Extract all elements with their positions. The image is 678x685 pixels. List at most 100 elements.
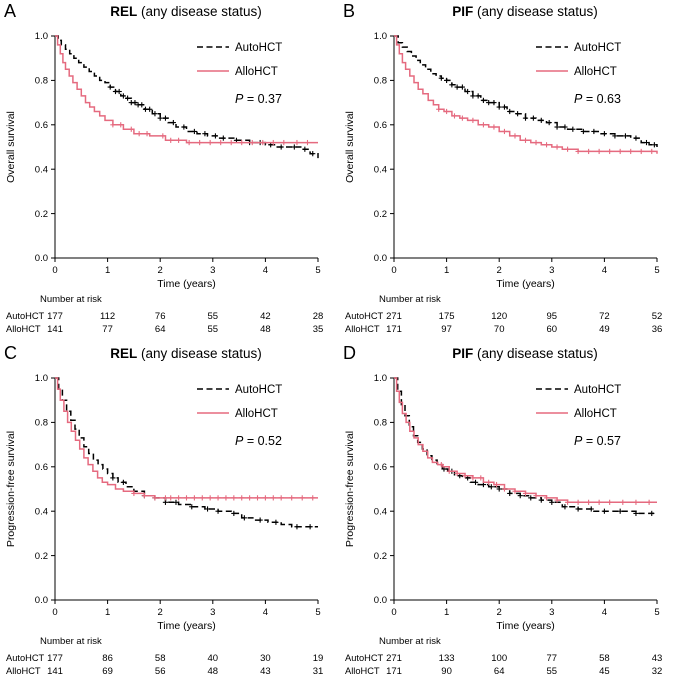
y-axis-label: Progression-free survival: [5, 431, 17, 547]
risk-row-label-autohct: AutoHCT: [345, 653, 384, 663]
autohct-censor-marks: [107, 84, 316, 157]
risk-value-allohct-t3: 55: [547, 666, 558, 677]
risk-value-allohct-t3: 55: [208, 324, 219, 335]
y-tick-label: 1.0: [374, 31, 387, 42]
risk-value-allohct-t4: 49: [599, 324, 610, 335]
p-value: P = 0.37: [235, 92, 282, 106]
x-tick-label: 0: [391, 607, 396, 618]
panel-letter: D: [343, 343, 356, 363]
risk-value-allohct-t1: 77: [102, 324, 113, 335]
risk-value-allohct-t0: 141: [47, 324, 63, 335]
x-tick-label: 5: [315, 265, 320, 276]
panel-letter: C: [4, 343, 17, 363]
risk-row-label-allohct: AlloHCT: [345, 666, 380, 676]
y-tick-label: 0.4: [35, 506, 48, 517]
risk-value-autohct-t0: 177: [47, 311, 63, 322]
y-tick-label: 0.8: [374, 76, 387, 87]
number-at-risk-label: Number at risk: [379, 294, 441, 305]
legend-autohct-label: AutoHCT: [235, 384, 282, 396]
risk-value-allohct-t2: 70: [494, 324, 505, 335]
risk-value-autohct-t4: 72: [599, 311, 610, 322]
risk-value-allohct-t0: 171: [386, 666, 402, 677]
risk-value-allohct-t5: 36: [652, 324, 663, 335]
p-value: P = 0.63: [574, 92, 621, 106]
autohct-censor-marks: [441, 466, 655, 517]
risk-value-allohct-t4: 45: [599, 666, 610, 677]
risk-value-autohct-t0: 271: [386, 653, 402, 664]
y-tick-label: 0.0: [374, 595, 387, 606]
risk-value-autohct-t5: 52: [652, 311, 663, 322]
y-axis-label: Overall survival: [344, 111, 356, 183]
x-tick-label: 1: [444, 265, 449, 276]
x-axis-label: Time (years): [496, 278, 555, 290]
risk-value-allohct-t3: 48: [208, 666, 219, 677]
y-tick-label: 0.2: [374, 209, 387, 220]
y-tick-label: 1.0: [35, 373, 48, 384]
y-tick-label: 0.6: [35, 462, 48, 473]
allohct-censor-marks: [438, 461, 652, 505]
risk-value-allohct-t1: 97: [441, 324, 452, 335]
y-tick-label: 0.0: [374, 253, 387, 264]
legend-allohct-label: AlloHCT: [235, 66, 278, 78]
risk-value-autohct-t3: 55: [208, 311, 219, 322]
x-tick-label: 4: [263, 265, 268, 276]
panel-A-svg: A REL (any disease status) 0.0 0.2 0.4 0.6 0.8…: [4, 1, 323, 335]
y-tick-label: 0.8: [374, 418, 387, 429]
x-tick-label: 1: [105, 265, 110, 276]
p-value: P = 0.52: [235, 434, 282, 448]
y-tick-label: 0.8: [35, 76, 48, 87]
risk-value-allohct-t4: 48: [260, 324, 271, 335]
panel-title: PIF (any disease status): [452, 346, 598, 361]
autohct-censor-marks: [110, 475, 313, 530]
panel-letter: A: [4, 1, 16, 21]
risk-row-label-autohct: AutoHCT: [6, 311, 45, 321]
y-tick-label: 0.8: [35, 418, 48, 429]
risk-value-autohct-t5: 19: [313, 653, 324, 664]
y-tick-label: 0.6: [374, 462, 387, 473]
x-axis-label: Time (years): [496, 620, 555, 632]
risk-value-allohct-t4: 43: [260, 666, 271, 677]
y-tick-label: 0.4: [374, 506, 387, 517]
risk-value-autohct-t3: 77: [547, 653, 558, 664]
panel-A: A REL (any disease status) 0.0 0.2 0.4 0.6 0.8…: [0, 0, 339, 342]
x-tick-label: 3: [549, 265, 554, 276]
panel-D: D PIF (any disease status) 0.0 0.2 0.4 0.6 0.8…: [339, 342, 678, 685]
panel-C-svg: C REL (any disease status) 0.0 0.2 0.4 0.6 0.8…: [4, 343, 324, 677]
risk-value-autohct-t0: 271: [386, 311, 402, 322]
x-tick-label: 1: [105, 607, 110, 618]
risk-value-autohct-t0: 177: [47, 653, 63, 664]
x-tick-label: 2: [497, 607, 502, 618]
x-tick-label: 4: [263, 607, 268, 618]
x-tick-label: 4: [602, 265, 607, 276]
risk-value-autohct-t1: 175: [439, 311, 455, 322]
panel-B-svg: B PIF (any disease status) 0.0 0.2 0.4 0.6 0.8…: [343, 1, 663, 335]
risk-row-label-allohct: AlloHCT: [6, 666, 41, 676]
risk-row-label-autohct: AutoHCT: [345, 311, 384, 321]
y-tick-label: 0.2: [35, 551, 48, 562]
x-tick-label: 5: [654, 265, 659, 276]
risk-value-autohct-t5: 43: [652, 653, 663, 664]
risk-value-autohct-t3: 95: [547, 311, 558, 322]
y-tick-label: 0.6: [35, 120, 48, 131]
autohct-curve: [394, 35, 658, 147]
x-axis-label: Time (years): [157, 620, 216, 632]
x-tick-label: 3: [549, 607, 554, 618]
risk-value-autohct-t3: 40: [208, 653, 219, 664]
risk-value-autohct-t2: 76: [155, 311, 166, 322]
number-at-risk-label: Number at risk: [40, 294, 102, 305]
risk-value-allohct-t3: 60: [547, 324, 558, 335]
y-tick-label: 0.0: [35, 253, 48, 264]
y-tick-label: 0.2: [374, 551, 387, 562]
risk-row-label-allohct: AlloHCT: [345, 324, 380, 334]
risk-value-allohct-t0: 141: [47, 666, 63, 677]
risk-value-allohct-t2: 64: [155, 324, 166, 335]
x-tick-label: 2: [158, 607, 163, 618]
risk-value-autohct-t2: 120: [491, 311, 507, 322]
x-tick-label: 1: [444, 607, 449, 618]
panel-title: REL (any disease status): [110, 346, 262, 361]
risk-value-autohct-t2: 58: [155, 653, 166, 664]
legend-allohct-label: AlloHCT: [574, 408, 617, 420]
risk-value-allohct-t1: 69: [102, 666, 113, 677]
p-value: P = 0.57: [574, 434, 621, 448]
